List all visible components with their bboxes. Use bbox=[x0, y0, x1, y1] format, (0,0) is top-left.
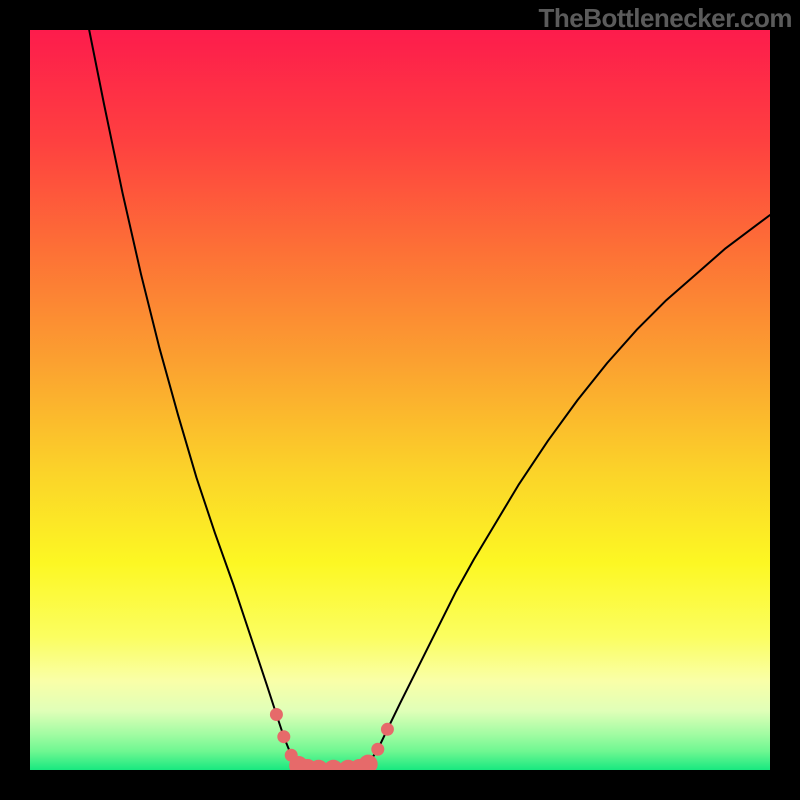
chart-svg bbox=[30, 30, 770, 770]
curve-marker bbox=[278, 731, 290, 743]
curve-marker bbox=[381, 723, 393, 735]
chart-frame: TheBottlenecker.com bbox=[0, 0, 800, 800]
gradient-background bbox=[30, 30, 770, 770]
curve-marker bbox=[372, 743, 384, 755]
plot-area bbox=[30, 30, 770, 770]
curve-marker bbox=[270, 709, 282, 721]
watermark-text: TheBottlenecker.com bbox=[539, 3, 792, 34]
curve-marker bbox=[359, 755, 377, 770]
